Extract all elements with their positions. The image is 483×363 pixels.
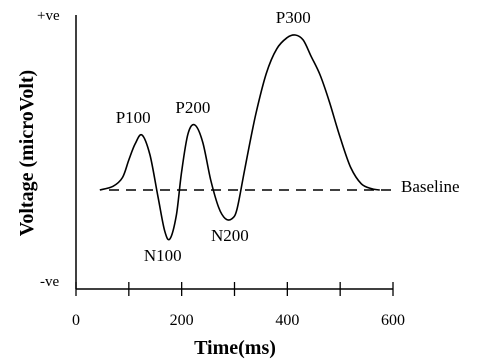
erp-waveform-line — [99, 34, 380, 241]
x-tick-label: 0 — [72, 312, 80, 329]
x-tick-label: 600 — [381, 312, 405, 329]
tick-labels: 0 200 400 600 — [72, 312, 405, 329]
tick-marks — [75, 282, 394, 296]
peak-label-p100: P100 — [116, 108, 151, 127]
y-top-label: +ve — [37, 8, 60, 24]
peak-labels: P100 N100 P200 N200 P300 — [116, 8, 311, 265]
peak-label-n200: N200 — [211, 226, 249, 245]
x-tick-label: 400 — [275, 312, 299, 329]
peak-label-n100: N100 — [144, 246, 182, 265]
x-axis-title: Time(ms) — [194, 337, 276, 359]
x-tick-label: 200 — [170, 312, 194, 329]
y-bottom-label: -ve — [40, 274, 59, 290]
peak-label-p300: P300 — [276, 8, 311, 27]
y-axis-title: Voltage (microVolt) — [16, 70, 38, 236]
peak-label-p200: P200 — [175, 98, 210, 117]
baseline-label: Baseline — [401, 177, 460, 196]
